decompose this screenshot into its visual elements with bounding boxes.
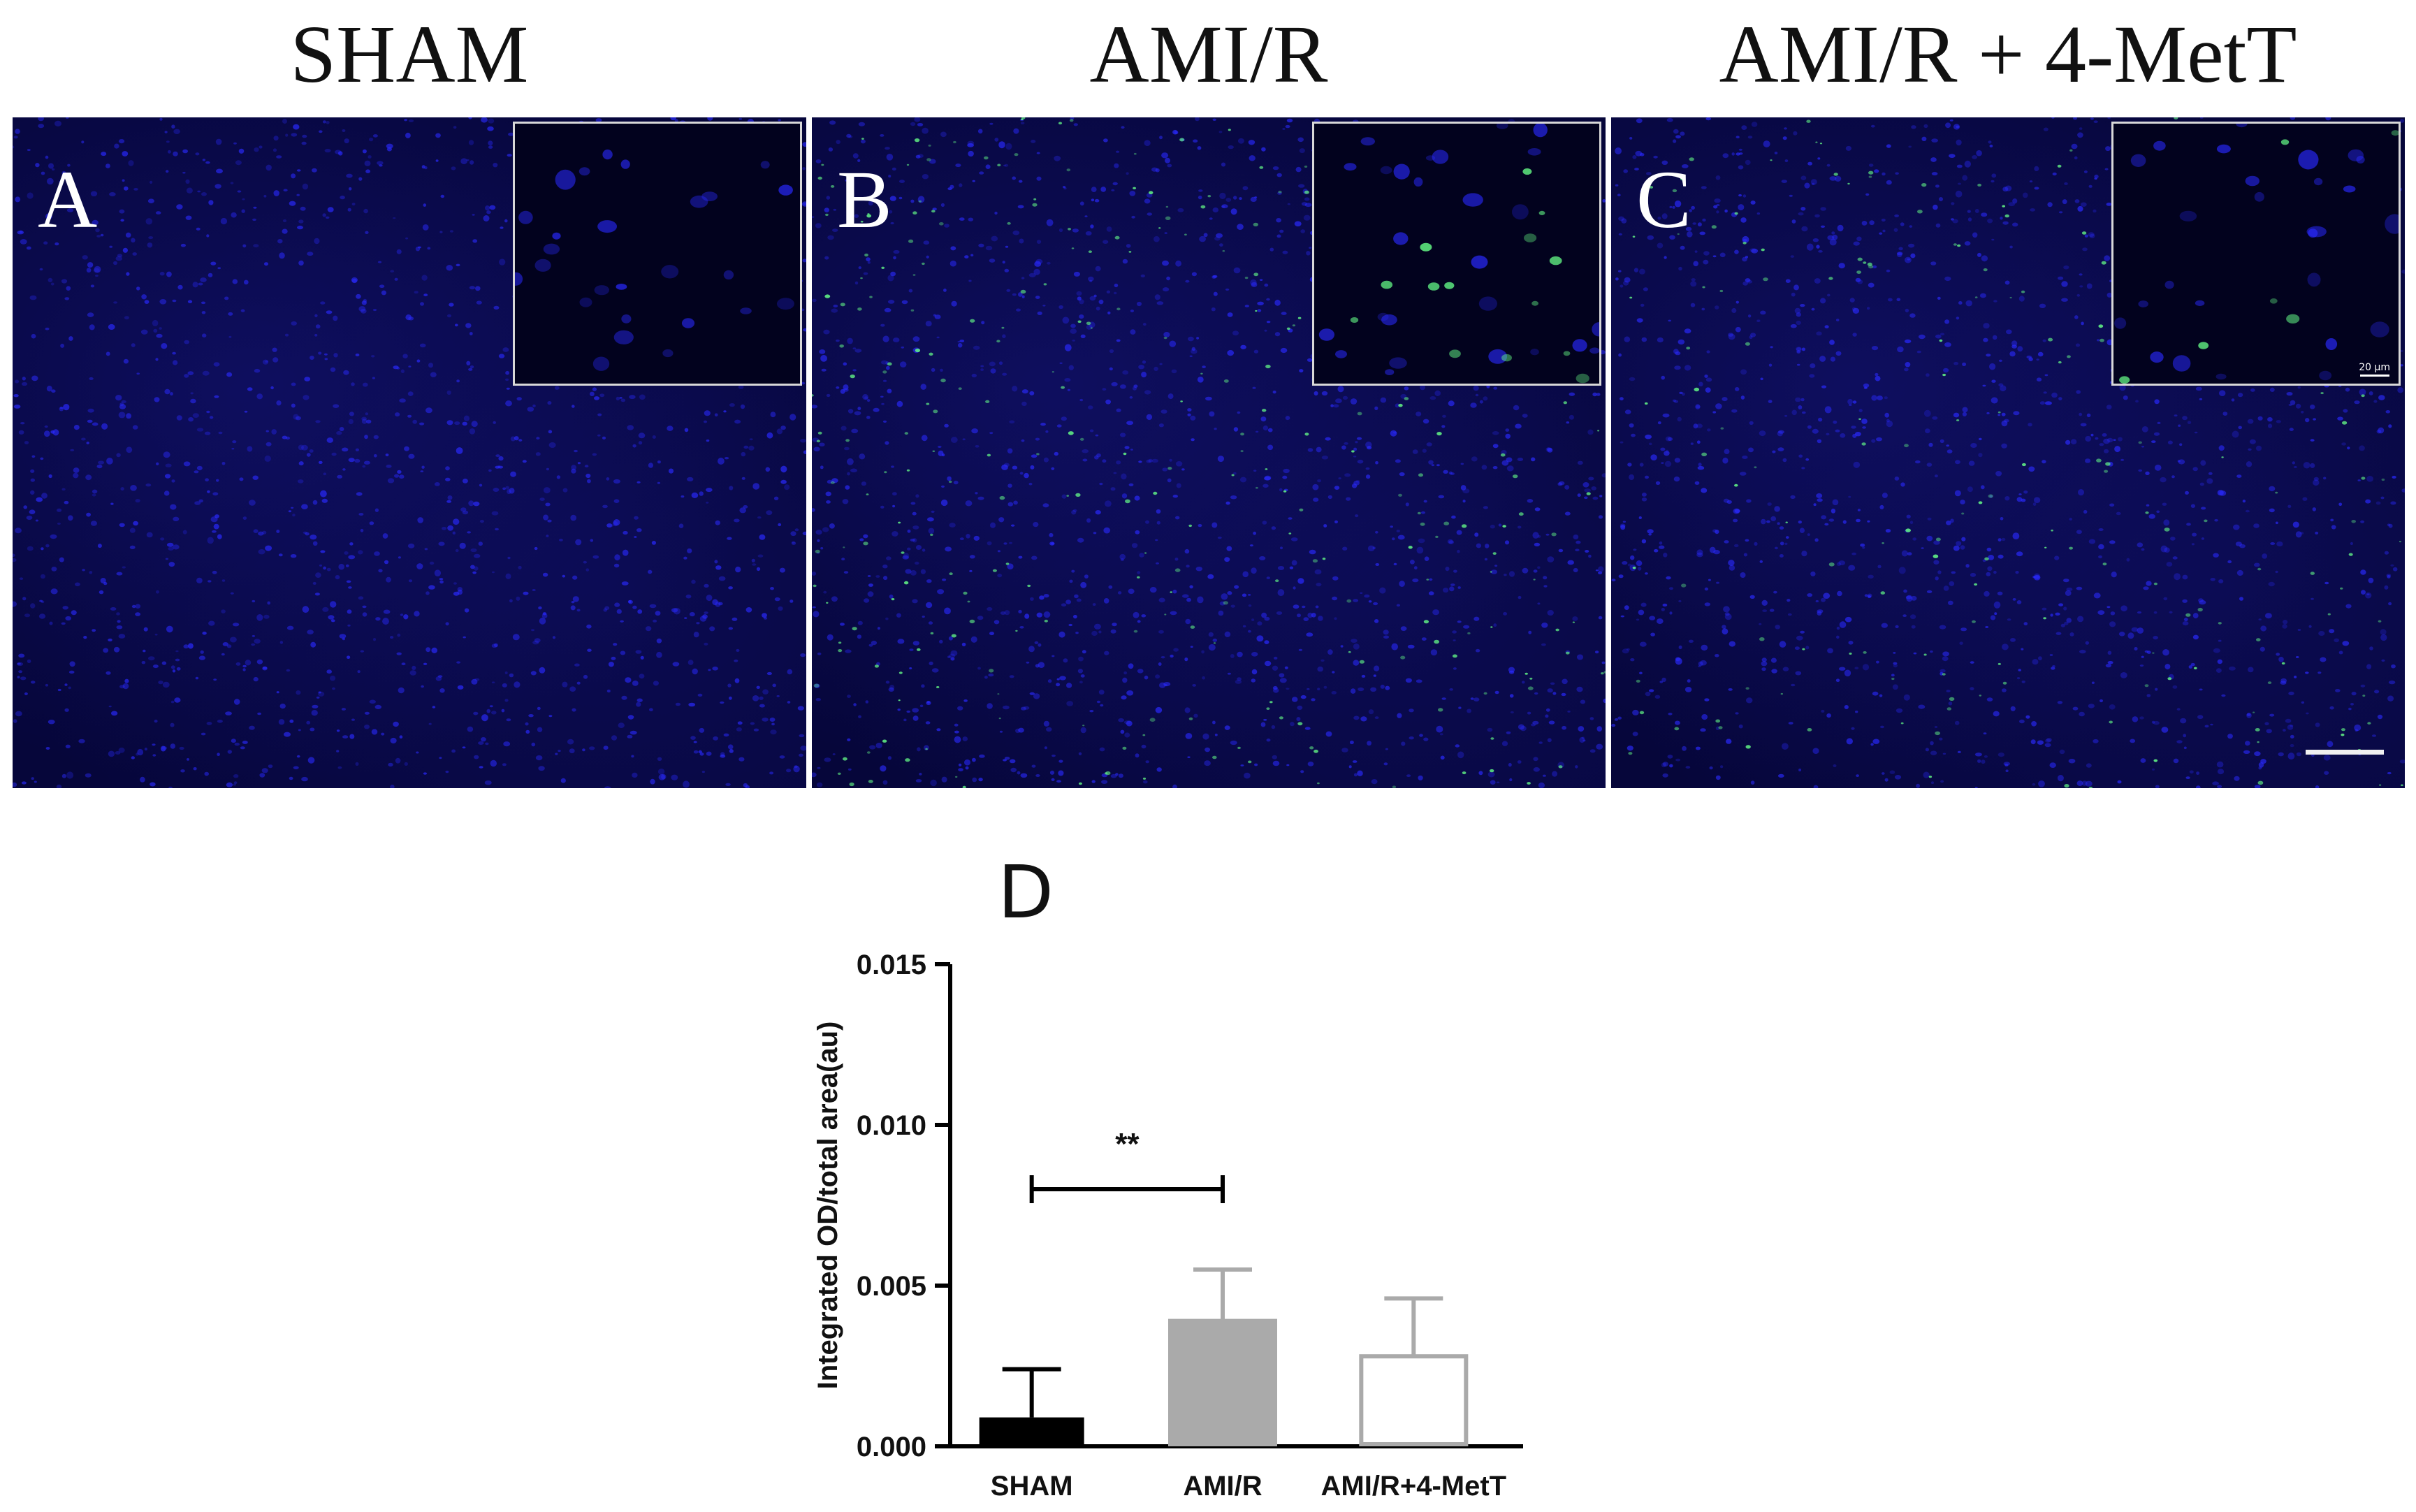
micrograph-panel-b: B — [812, 117, 1606, 788]
inset-c: 20 μm — [2111, 122, 2401, 386]
x-tick-label: AMI/R — [1183, 1471, 1262, 1502]
panel-letter-c: C — [1636, 154, 1691, 245]
inset-a — [513, 122, 802, 386]
bar — [1359, 1354, 1469, 1447]
bar — [979, 1417, 1084, 1444]
y-tick-label: 0.015 — [857, 950, 926, 980]
y-tick-label: 0.000 — [857, 1432, 926, 1462]
significance-label: ** — [1115, 1127, 1140, 1161]
x-tick-label: AMI/R+4-MetT — [1321, 1471, 1507, 1502]
x-tick-label: SHAM — [991, 1471, 1073, 1502]
inset-b — [1312, 122, 1601, 386]
inset-cell-field — [515, 150, 794, 371]
panel-letter-a: A — [38, 154, 98, 245]
inset-scale-bar: 20 μm — [2359, 362, 2390, 377]
bar-chart: 0.000 0.005 0.010 0.015 Integrated OD/total … — [813, 950, 1523, 1502]
scale-bar — [2306, 750, 2384, 755]
panel-letter-b: B — [837, 154, 892, 245]
y-axis-label: Integrated OD/total area(au) — [813, 1022, 843, 1390]
column-title-amir-4mett: AMI/R + 4-MetT — [1719, 8, 2297, 100]
inset-scale-label: 20 μm — [2359, 362, 2390, 373]
column-title-amir: AMI/R — [1089, 8, 1328, 100]
column-title-sham: SHAM — [290, 8, 529, 100]
inset-cell-field — [1318, 124, 1599, 384]
bar — [1168, 1318, 1277, 1446]
micrograph-panel-c: C 20 μm — [1611, 117, 2405, 788]
y-tick-label: 0.010 — [857, 1110, 926, 1141]
micrograph-panel-a: A — [13, 117, 806, 788]
y-tick-label: 0.005 — [857, 1271, 926, 1302]
panel-letter-d: D — [998, 850, 1054, 935]
inset-cell-field — [2114, 124, 2399, 384]
